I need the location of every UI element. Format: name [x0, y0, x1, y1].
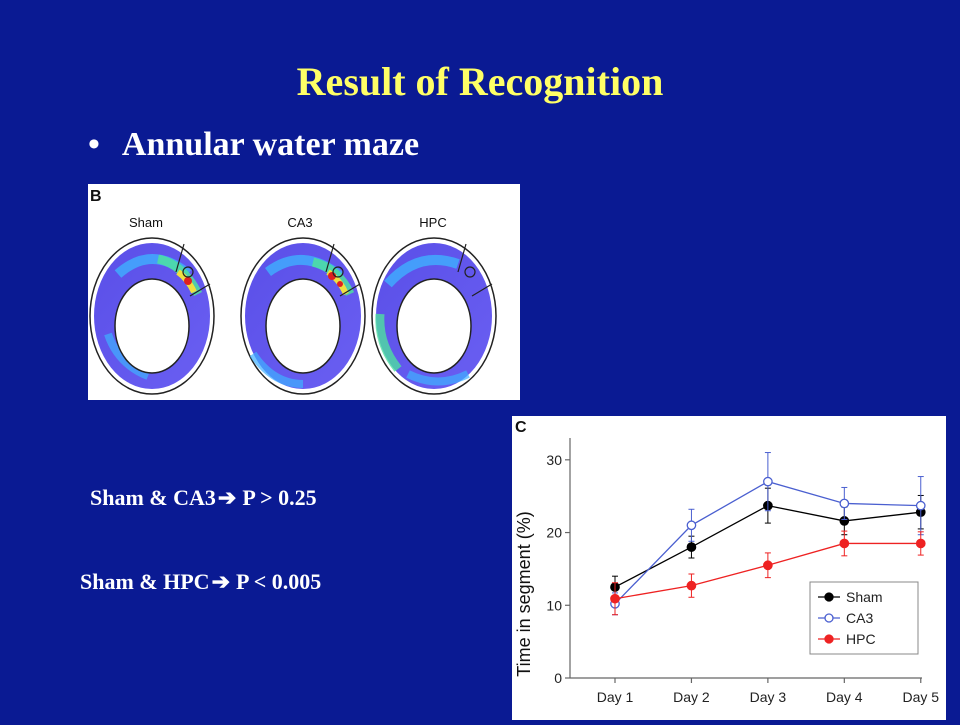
ring-label-ca3: CA3 — [287, 215, 312, 230]
legend-label: HPC — [846, 631, 876, 647]
panel-b-letter: B — [90, 188, 102, 205]
bullet-item: • Annular water maze — [88, 126, 419, 164]
data-point-sham — [686, 542, 697, 552]
heatmap-panel: B Sham CA3 — [88, 184, 520, 400]
maze-ring-ca3: CA3 — [240, 215, 366, 395]
ring-label-sham: Sham — [129, 215, 163, 230]
slide-title: Result of Recognition — [296, 59, 664, 104]
heatmap-figure: B Sham CA3 — [89, 188, 497, 395]
stat-sham-ca3-label: Sham & CA3 — [90, 485, 216, 510]
bullet-dot: • — [88, 126, 100, 163]
x-tick-label: Day 4 — [826, 689, 863, 705]
y-tick-label: 20 — [546, 525, 562, 541]
bullet-text: Annular water maze — [121, 126, 420, 163]
data-point-hpc — [610, 593, 620, 604]
data-point-ca3 — [686, 520, 697, 531]
stat-sham-ca3-value: P > 0.25 — [242, 485, 317, 510]
stat-sham-hpc: Sham & HPC➔ P < 0.005 — [80, 569, 321, 595]
line-chart-panel: C Time in segment (%) 0 10 20 30 Day 1 Day 2 D… — [512, 416, 946, 720]
data-point-hpc — [839, 538, 850, 549]
line-chart: C Time in segment (%) 0 10 20 30 Day 1 Day 2 D… — [514, 419, 939, 705]
data-point-hpc — [915, 538, 926, 549]
x-tick-label: Day 2 — [673, 689, 710, 705]
y-tick-label: 0 — [554, 670, 562, 686]
legend-marker — [824, 613, 834, 623]
x-tick-label: Day 3 — [750, 689, 787, 705]
data-point-hpc — [686, 580, 697, 591]
maze-ring-sham: Sham — [89, 215, 215, 395]
legend-marker — [824, 634, 834, 644]
data-point-hpc — [763, 560, 773, 571]
panel-c-letter: C — [515, 419, 527, 436]
chart-axes: 0 10 20 30 Day 1 Day 2 Day 3 Day 4 Day 5 — [546, 438, 939, 705]
data-point-ca3 — [915, 500, 926, 511]
chart-marks — [610, 452, 926, 616]
y-axis-label: Time in segment (%) — [514, 511, 534, 676]
stat-sham-hpc-value: P < 0.005 — [236, 569, 322, 594]
data-point-ca3 — [839, 498, 850, 509]
legend-label: Sham — [846, 589, 883, 605]
y-tick-label: 10 — [546, 597, 562, 613]
arrow-icon: ➔ — [217, 485, 237, 510]
stat-sham-ca3: Sham & CA3➔ P > 0.25 — [90, 485, 317, 511]
legend-label: CA3 — [846, 610, 873, 626]
arrow-icon: ➔ — [211, 569, 230, 594]
data-point-ca3 — [763, 476, 773, 487]
legend-marker — [824, 592, 834, 602]
x-tick-label: Day 1 — [597, 689, 634, 705]
x-tick-label: Day 5 — [902, 689, 939, 705]
stat-sham-hpc-label: Sham & HPC — [80, 569, 210, 594]
ring-label-hpc: HPC — [419, 215, 446, 230]
maze-ring-hpc: HPC — [371, 215, 497, 395]
y-tick-label: 30 — [546, 452, 562, 468]
chart-legend: Sham CA3 HPC — [809, 581, 919, 655]
